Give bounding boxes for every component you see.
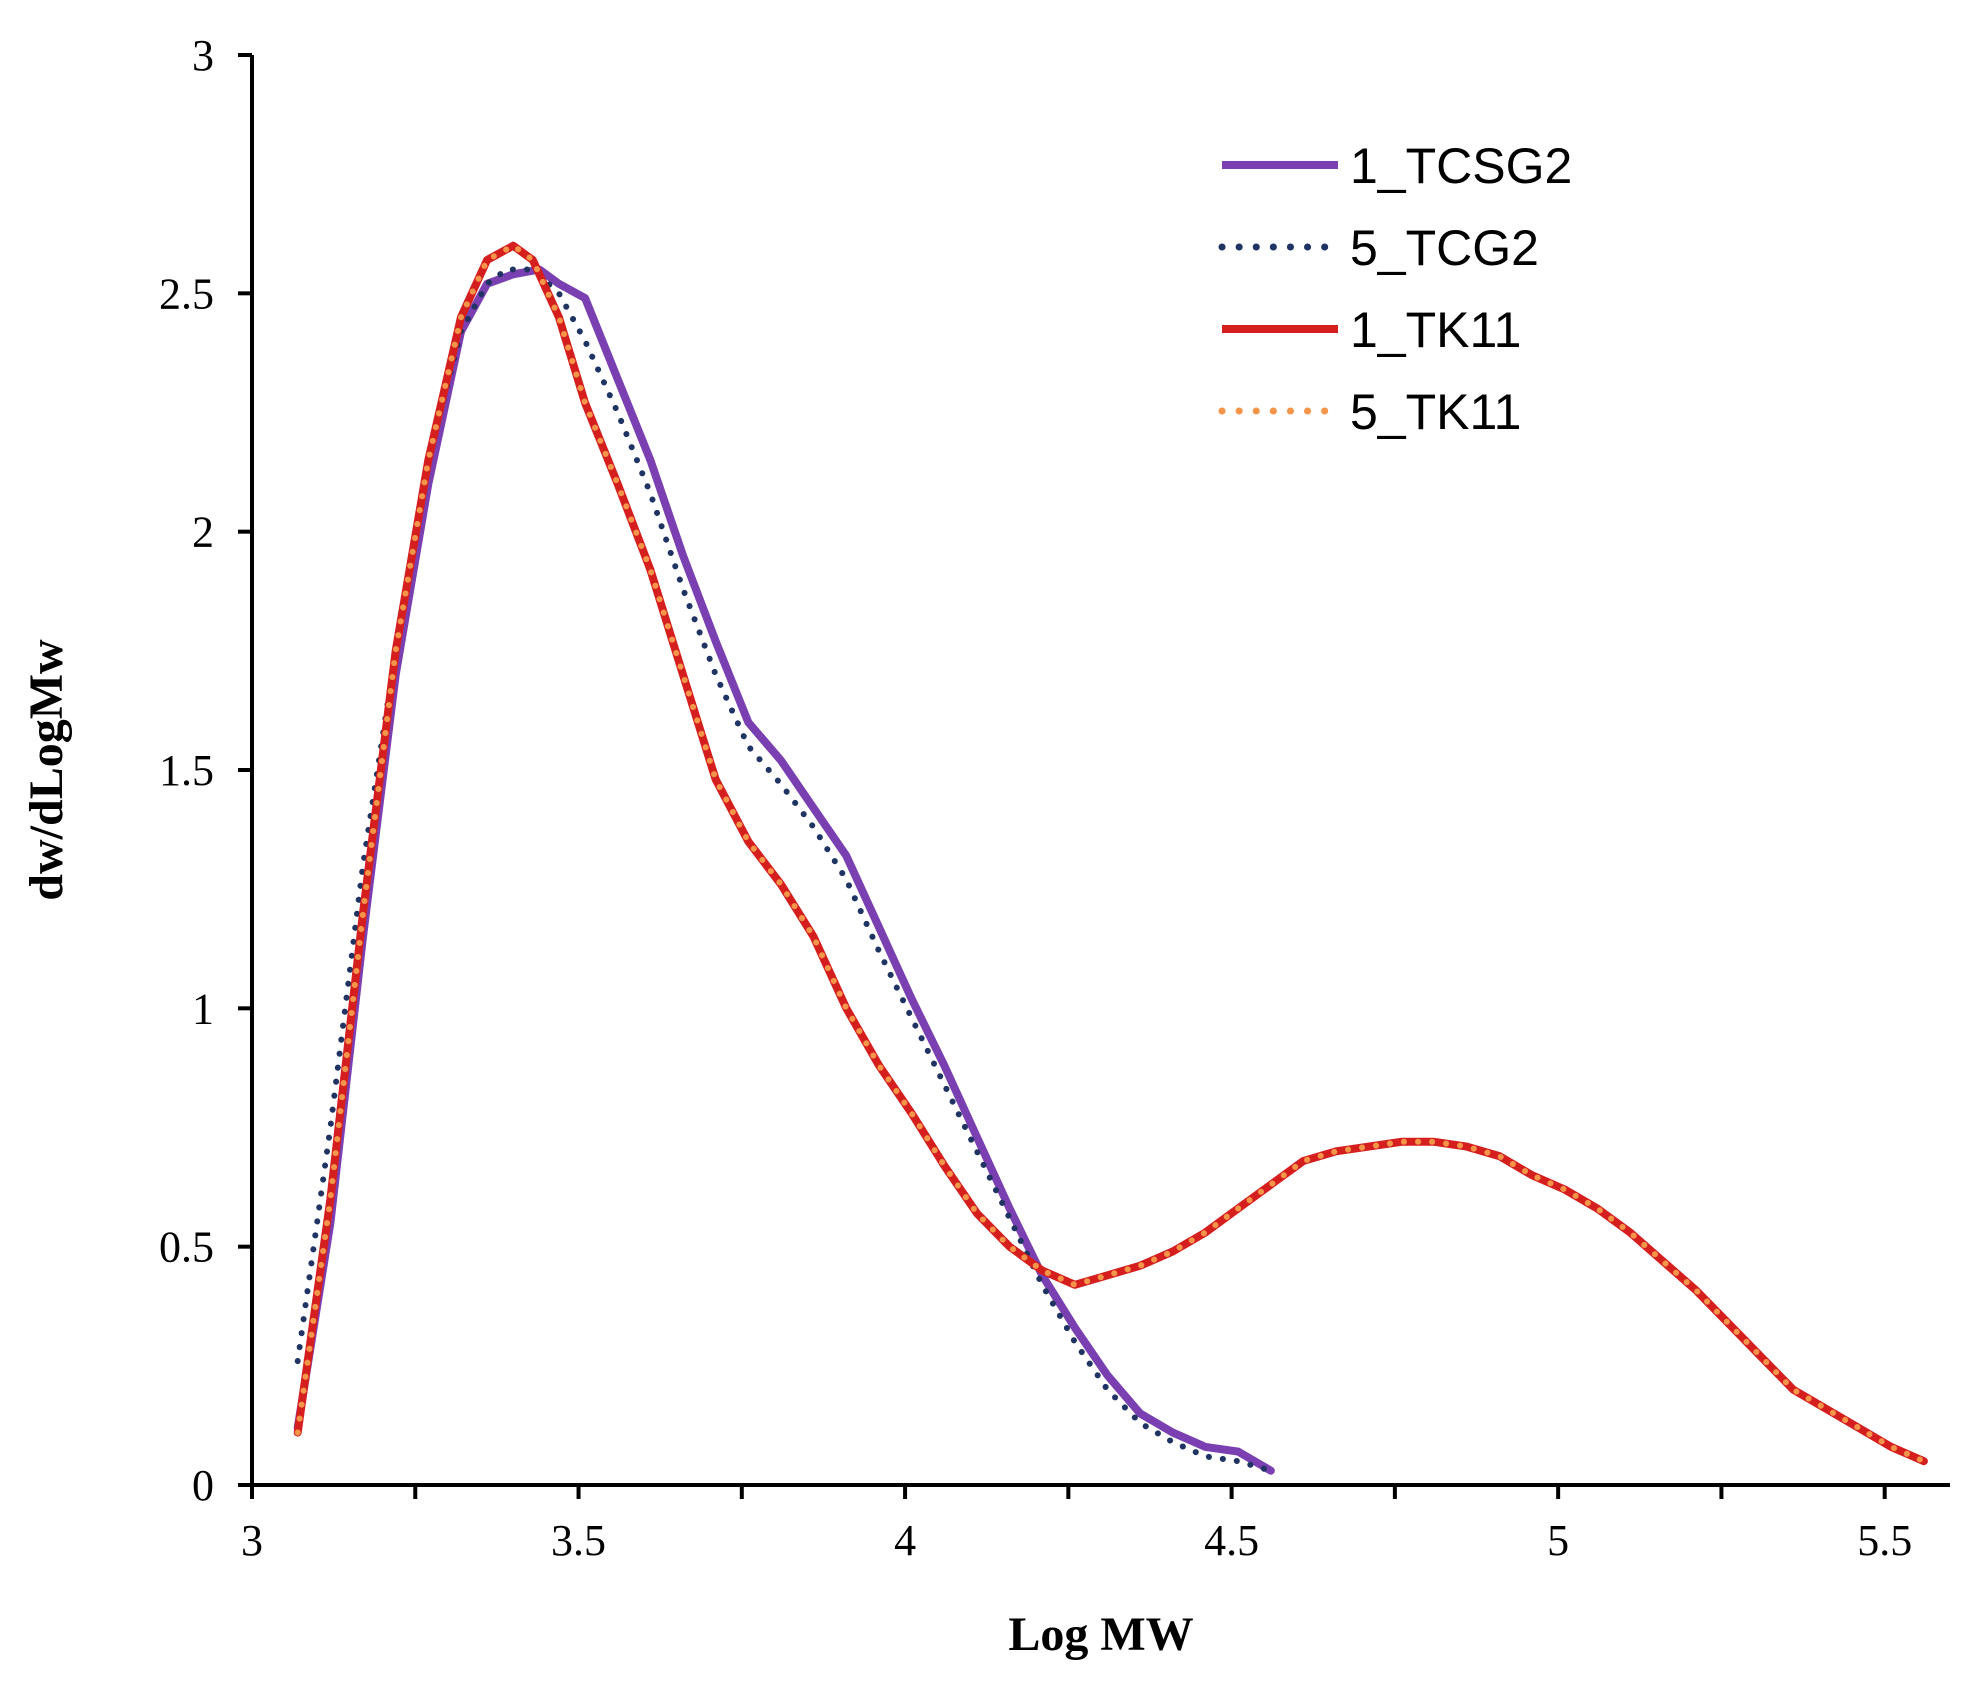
x-axis-title: Log MW (1008, 1608, 1193, 1661)
x-tick-label: 3.5 (551, 1516, 606, 1565)
x-tick-label: 3 (241, 1516, 263, 1565)
series-line-5_TK11 (294, 242, 1927, 1465)
y-ticks: 0 0.5 1 1.5 2 2.5 3 (159, 31, 252, 1510)
x-tick-label: 5 (1547, 1516, 1569, 1565)
y-tick-label: 0 (192, 1461, 214, 1510)
y-tick-label: 1.5 (159, 746, 214, 795)
y-tick-label: 0.5 (159, 1223, 214, 1272)
series-line-5_TCG2 (294, 266, 1274, 1474)
y-tick-label: 2 (192, 508, 214, 557)
series-layer (293, 241, 1928, 1475)
axes (250, 55, 1950, 1487)
x-tick-label: 4.5 (1204, 1516, 1259, 1565)
y-axis-title: dw/dLogMw (20, 639, 73, 901)
legend-label-5_TCG2: 5_TCG2 (1350, 220, 1539, 276)
legend-label-1_TCSG2: 1_TCSG2 (1350, 138, 1572, 194)
legend: 1_TCSG2 5_TCG2 1_TK11 5_TK11 (1218, 138, 1572, 440)
y-tick-label: 2.5 (159, 269, 214, 318)
legend-label-5_TK11: 5_TK11 (1350, 384, 1521, 440)
series-line-1_TK11 (293, 241, 1928, 1466)
y-tick-label: 3 (192, 31, 214, 80)
series-line-1_TCSG2 (293, 265, 1275, 1475)
x-tick-label: 5.5 (1857, 1516, 1912, 1565)
x-ticks: 3 3.5 4 4.5 5 5.5 (241, 1485, 1912, 1565)
legend-label-1_TK11: 1_TK11 (1350, 302, 1521, 358)
y-tick-label: 1 (192, 984, 214, 1033)
x-tick-label: 4 (894, 1516, 916, 1565)
